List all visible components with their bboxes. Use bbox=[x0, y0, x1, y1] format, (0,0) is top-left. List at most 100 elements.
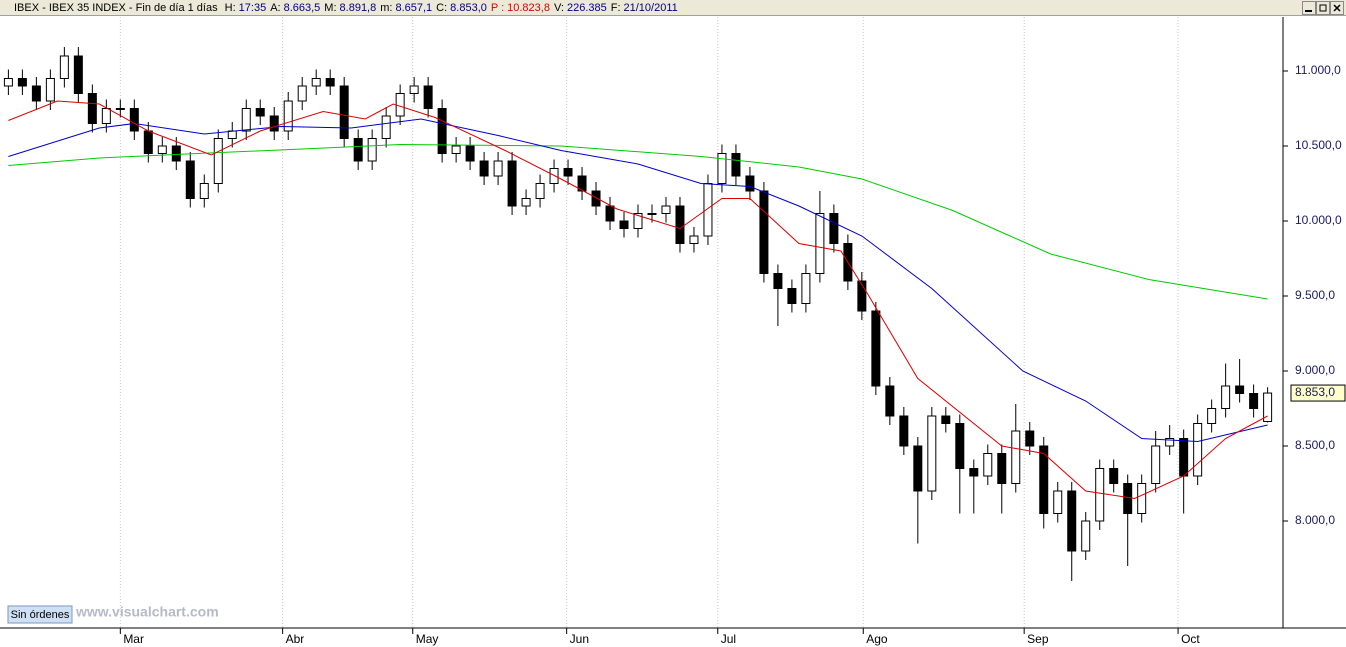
x-tick-label: Sep bbox=[1027, 632, 1049, 646]
candle-body bbox=[1081, 520, 1091, 552]
candle-body bbox=[185, 160, 195, 199]
y-tick-label: 9.000,0 bbox=[1295, 363, 1335, 377]
y-tick-label: 10.500,0 bbox=[1295, 138, 1342, 152]
candle-body bbox=[899, 415, 909, 447]
y-tick-label: 8.500,0 bbox=[1295, 438, 1335, 452]
field-value: 8.657,1 bbox=[395, 2, 433, 14]
candle-body bbox=[1109, 468, 1119, 484]
moving-average-line bbox=[8, 100, 1268, 500]
window-buttons[interactable] bbox=[1302, 1, 1344, 15]
candle-body bbox=[1123, 483, 1133, 514]
candle-body bbox=[605, 205, 615, 222]
candle-body bbox=[1011, 430, 1021, 484]
candle-body bbox=[227, 130, 237, 139]
candle-body bbox=[73, 55, 83, 94]
field-value: 10.823,8 bbox=[507, 2, 550, 14]
candle-body bbox=[1151, 445, 1161, 484]
candle-body bbox=[703, 183, 713, 237]
candle-body bbox=[507, 160, 517, 207]
candle-body bbox=[633, 213, 643, 229]
x-tick-label: Jun bbox=[570, 632, 589, 646]
field-value: 8.853,0 bbox=[450, 2, 487, 14]
candle-body bbox=[913, 445, 923, 492]
restore-icon bbox=[1319, 4, 1327, 12]
candle-body bbox=[1095, 468, 1105, 522]
candle-body bbox=[1193, 423, 1203, 477]
candle-body bbox=[115, 108, 125, 110]
candle-body bbox=[17, 78, 27, 87]
candle-body bbox=[717, 153, 727, 184]
candle-body bbox=[1165, 438, 1175, 447]
field-value: 21/10/2011 bbox=[623, 2, 678, 14]
x-tick-label: Ago bbox=[866, 632, 888, 646]
candle-body bbox=[1221, 385, 1231, 409]
candle-body bbox=[759, 190, 769, 274]
candle-body bbox=[31, 85, 41, 102]
candle-body bbox=[101, 108, 111, 124]
candle-body bbox=[591, 190, 601, 207]
x-tick-label: Jul bbox=[721, 632, 736, 646]
field-label: A: bbox=[270, 2, 281, 14]
moving-average-line bbox=[8, 143, 1268, 300]
candle-body bbox=[647, 213, 657, 215]
candle-body bbox=[59, 55, 69, 79]
candle-body bbox=[171, 145, 181, 162]
candle-body bbox=[1137, 483, 1147, 514]
candle-body bbox=[549, 168, 559, 184]
candle-body bbox=[1263, 392, 1273, 422]
candle-body bbox=[773, 273, 783, 289]
candle-body bbox=[563, 168, 573, 177]
candle-body bbox=[661, 205, 671, 214]
candle-body bbox=[1039, 445, 1049, 514]
last-price-box bbox=[1290, 384, 1346, 402]
candle-body bbox=[969, 468, 979, 477]
field-label: F: bbox=[610, 2, 621, 14]
watermark: www.visualchart.com bbox=[75, 604, 219, 620]
candle-body bbox=[45, 78, 55, 102]
candle-body bbox=[3, 78, 13, 87]
candle-body bbox=[1025, 430, 1035, 447]
candle-body bbox=[465, 145, 475, 162]
candle-body bbox=[535, 183, 545, 199]
field-value: 17:35 bbox=[238, 2, 267, 14]
candle-body bbox=[241, 108, 251, 132]
candle-body bbox=[311, 78, 321, 87]
field-label: m: bbox=[380, 2, 393, 14]
x-tick-label: Oct bbox=[1181, 632, 1200, 646]
candle-body bbox=[339, 85, 349, 139]
candle-body bbox=[815, 213, 825, 274]
candle-body bbox=[297, 85, 307, 102]
candle-body bbox=[129, 108, 139, 132]
candle-body bbox=[997, 453, 1007, 484]
candle-body bbox=[927, 415, 937, 492]
candle-body bbox=[731, 153, 741, 177]
candle-body bbox=[493, 160, 503, 177]
field-label: C: bbox=[436, 2, 448, 14]
restore-button[interactable] bbox=[1316, 1, 1330, 15]
candle-body bbox=[437, 108, 447, 154]
candle-body bbox=[283, 100, 293, 132]
minimize-button[interactable] bbox=[1302, 1, 1316, 15]
orders-button[interactable] bbox=[7, 605, 73, 624]
candle-body bbox=[787, 288, 797, 304]
candle-body bbox=[325, 78, 335, 87]
candle-body bbox=[199, 183, 209, 199]
candle-body bbox=[521, 198, 531, 207]
moving-average-line bbox=[8, 118, 1268, 443]
field-value: 8.663,5 bbox=[283, 2, 321, 14]
candle-body bbox=[451, 145, 461, 154]
candle-body bbox=[577, 175, 587, 192]
candle-body bbox=[941, 415, 951, 424]
field-label: V: bbox=[553, 2, 564, 14]
field-value: 226.385 bbox=[566, 2, 607, 14]
field-label: M: bbox=[324, 2, 337, 14]
candle-body bbox=[885, 385, 895, 417]
candle-body bbox=[1053, 490, 1063, 514]
candle-body bbox=[213, 138, 223, 184]
close-icon bbox=[1333, 4, 1341, 12]
candle-body bbox=[157, 145, 167, 154]
candle-body bbox=[423, 85, 433, 109]
orders-button-label[interactable]: Sin órdenes bbox=[11, 609, 70, 621]
